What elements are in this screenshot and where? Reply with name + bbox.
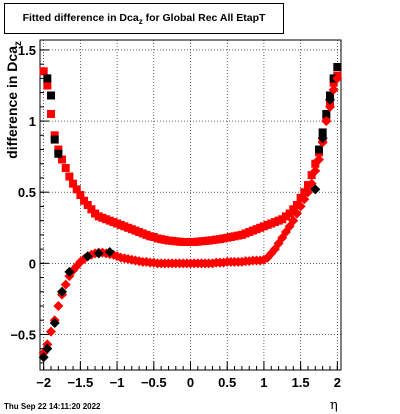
data-point-diamond	[60, 279, 71, 290]
data-point-diamond	[64, 266, 75, 277]
y-tick-label: 0.5	[18, 185, 36, 200]
axes	[40, 49, 338, 370]
data-point-square	[65, 172, 74, 181]
data-point-square	[43, 81, 52, 90]
x-tick-label: −2	[36, 375, 51, 390]
data-point-square	[72, 185, 81, 194]
y-axis-label: difference in Dcaz	[4, 40, 24, 159]
data-point-diamond	[299, 194, 310, 205]
data-point-diamond	[46, 326, 57, 337]
data-point-diamond	[317, 133, 328, 144]
data-point-diamond	[310, 184, 321, 195]
data-point-square	[47, 109, 56, 118]
y-tick-label: −0.5	[10, 327, 36, 342]
y-tick-label: 1.5	[18, 43, 36, 58]
data-point-square	[47, 91, 56, 100]
data-point-diamond	[49, 318, 60, 329]
x-tick-label: 1.5	[292, 375, 310, 390]
data-point-diamond	[53, 300, 64, 311]
y-tick-labels: −0.5 0 0.5 1 1.5	[10, 43, 36, 342]
data-point-square	[39, 67, 48, 76]
data-point-diamond	[302, 187, 313, 198]
x-tick-label: 0	[187, 375, 194, 390]
data-point-square	[80, 196, 89, 205]
data-point-square	[285, 209, 294, 218]
data-point-square	[58, 155, 67, 164]
data-point-square	[43, 74, 52, 83]
data-point-square	[54, 145, 63, 154]
data-point-diamond	[291, 208, 302, 219]
x-tick-label: −1.5	[68, 375, 94, 390]
data-point-diamond	[42, 343, 53, 354]
data-point-square	[54, 149, 63, 158]
data-points	[38, 63, 343, 363]
x-tick-label: −0.5	[141, 375, 167, 390]
x-tick-label: −1	[110, 375, 125, 390]
data-point-diamond	[324, 101, 335, 112]
data-point-diamond	[328, 84, 339, 95]
data-point-diamond	[104, 246, 115, 257]
data-point-square	[292, 201, 301, 209]
data-point-square	[333, 63, 342, 72]
x-tick-labels: −2 −1.5 −1 −0.5 0 0.5 1 1.5 2	[36, 375, 341, 390]
data-point-diamond	[93, 248, 104, 259]
data-point-square	[296, 193, 305, 202]
data-point-square	[329, 78, 338, 87]
data-point-square	[303, 181, 312, 190]
data-point-square	[314, 145, 323, 154]
data-point-square	[289, 205, 298, 214]
data-point-diamond	[321, 116, 332, 127]
timestamp-footer: Thu Sep 22 14:11:20 2022	[4, 402, 101, 411]
chart-title: Fitted difference in Dcaz for Global Rec…	[22, 12, 266, 27]
x-axis-label: η	[330, 398, 338, 413]
data-point-square	[83, 201, 92, 209]
x-tick-label: 0.5	[218, 375, 236, 390]
data-point-diamond	[57, 286, 68, 297]
data-point-square	[76, 191, 85, 200]
data-point-square	[50, 131, 59, 140]
data-point-diamond	[288, 215, 299, 226]
x-tick-label: 2	[334, 375, 341, 390]
grid	[40, 40, 341, 370]
data-point-square	[50, 135, 59, 144]
data-point-diamond	[313, 154, 324, 165]
data-point-square	[61, 164, 70, 173]
data-point-diamond	[295, 201, 306, 212]
data-point-square	[322, 109, 331, 118]
data-point-square	[69, 179, 78, 188]
x-tick-label: 1	[260, 375, 267, 390]
data-point-square	[307, 171, 316, 180]
y-tick-label: 1	[29, 114, 36, 129]
y-tick-label: 0	[29, 256, 36, 271]
data-point-diamond	[82, 251, 93, 262]
data-point-square	[311, 159, 320, 168]
data-point-diamond	[310, 165, 321, 176]
data-point-diamond	[38, 352, 49, 363]
title-box: Fitted difference in Dcaz for Global Rec…	[4, 3, 284, 34]
data-point-diamond	[324, 94, 335, 105]
data-point-square	[87, 205, 96, 214]
data-point-square	[318, 128, 327, 137]
data-point-diamond	[332, 73, 343, 84]
